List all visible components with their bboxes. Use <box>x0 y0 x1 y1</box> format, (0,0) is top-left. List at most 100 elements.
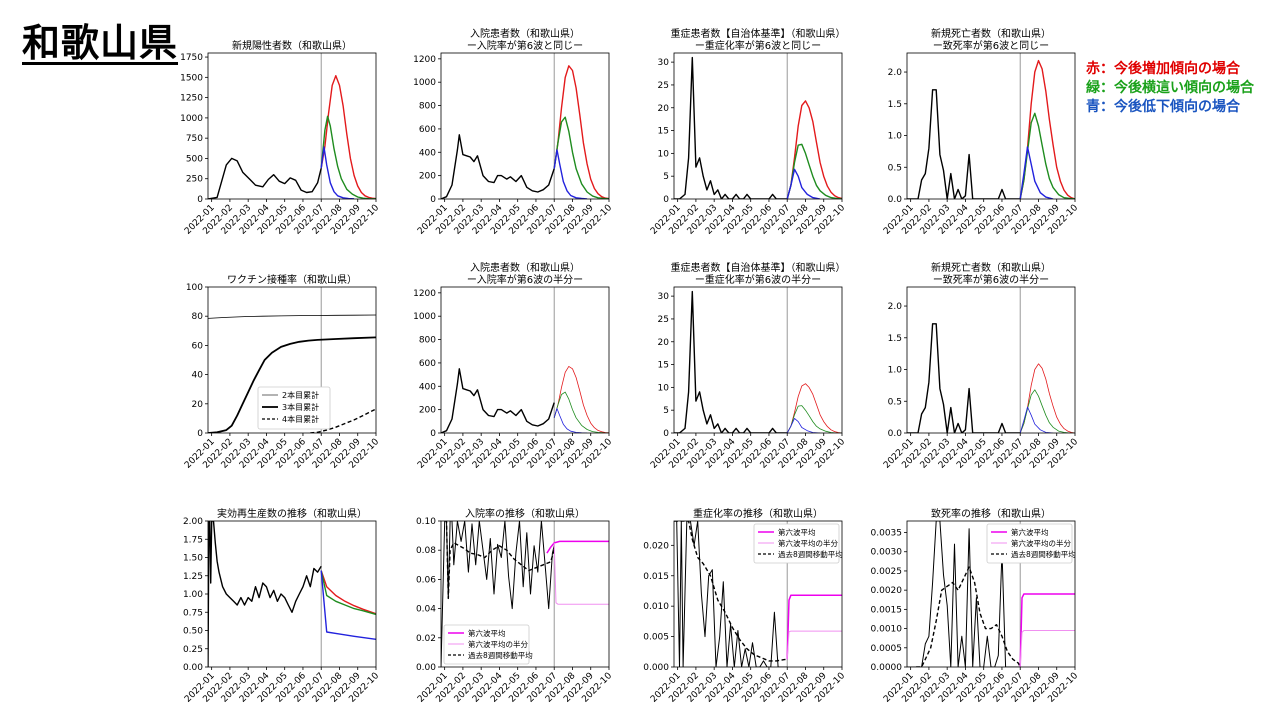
axes-frame <box>207 52 377 200</box>
legend-label: 2本目累計 <box>282 390 319 400</box>
axes-frame <box>673 520 843 668</box>
legend-box <box>443 624 530 665</box>
y-tick-label: 0.000 <box>643 663 669 673</box>
y-tick-label: 25 <box>658 315 669 325</box>
y-tick-label: 0.00 <box>183 663 203 673</box>
chart-hosp-rate: 入院率の推移（和歌山県）0.000.020.040.060.080.102022… <box>416 507 614 705</box>
y-tick-label: 60 <box>192 341 204 351</box>
legend-box <box>986 523 1073 564</box>
y-tick-label: 0.0005 <box>871 644 903 654</box>
series-line-black <box>208 521 322 667</box>
y-tick-label: 0.0 <box>888 429 903 439</box>
axes-frame <box>906 286 1076 434</box>
series-line-green <box>320 570 376 616</box>
y-tick-label: 0 <box>430 429 436 439</box>
chart-title: 重症化率の推移（和歌山県） <box>693 507 823 520</box>
series-group <box>907 521 1075 667</box>
series-line-pink <box>553 542 609 605</box>
series-line-black <box>916 566 1021 667</box>
y-tick-label: 750 <box>186 134 203 144</box>
y-tick-label: 0.08 <box>416 546 436 556</box>
chart-new-cases: 新規陽性者数（和歌山県）0250500750100012501500175020… <box>180 39 381 237</box>
y-tick-label: 20 <box>192 400 204 410</box>
y-tick-label: 0.5 <box>888 163 902 173</box>
legend-label: 第六波平均の半分 <box>1011 538 1071 548</box>
chart-title: 入院患者数（和歌山県） <box>470 261 580 274</box>
y-tick-label: 10 <box>658 383 670 393</box>
y-tick-label: 1.0 <box>888 132 903 142</box>
series-line-red <box>553 65 609 199</box>
series-group <box>907 323 1075 433</box>
y-tick-label: 800 <box>419 336 436 346</box>
series-line-blue <box>1019 406 1054 433</box>
y-tick-label: 0 <box>197 195 203 205</box>
y-tick-label: 800 <box>419 102 436 112</box>
y-tick-label: 500 <box>186 154 203 164</box>
y-tick-label: 0 <box>663 429 669 439</box>
y-tick-label: 1200 <box>413 289 436 299</box>
series-line-blue <box>320 146 355 199</box>
y-tick-label: 15 <box>658 361 669 371</box>
y-tick-label: 0.0025 <box>871 567 903 577</box>
axes-frame <box>440 520 610 668</box>
series-group <box>208 74 376 199</box>
series-group <box>674 521 842 667</box>
chart-hosp-half: 入院患者数（和歌山県）ー入院率が第6波の半分ー 0 200 400 600 800 1000… <box>413 261 614 471</box>
y-tick-label: 1000 <box>180 114 203 124</box>
legend-label: 第六波平均 <box>468 628 506 638</box>
chart-vaccine: ワクチン接種率（和歌山県）0204060801002022-012022-022… <box>183 273 381 471</box>
series-line-black <box>907 521 1021 667</box>
legend-box <box>257 386 331 430</box>
y-tick-label: 0.02 <box>416 634 436 644</box>
legend-label: 過去8週間移動平均 <box>778 549 843 559</box>
series-line-magenta <box>1019 593 1075 667</box>
series-line-green <box>320 115 376 199</box>
series-line-red <box>320 570 376 615</box>
y-tick-label: 30 <box>658 292 670 302</box>
series-line-black <box>441 368 555 433</box>
series-line-red <box>786 383 842 433</box>
series-line-black <box>674 56 788 199</box>
y-tick-label: 1.75 <box>183 535 203 545</box>
legend-label: 過去8週間移動平均 <box>468 650 533 660</box>
y-tick-label: 0.10 <box>416 517 436 527</box>
series-line-pink <box>1019 630 1075 667</box>
scenario-note-green: 緑：今後横這い傾向の場合 <box>1086 80 1254 96</box>
y-tick-label: 0.0010 <box>871 625 903 635</box>
y-tick-label: 40 <box>192 371 204 381</box>
axes-frame <box>207 520 377 668</box>
series-line-green <box>786 405 842 433</box>
series-line-black <box>907 323 1021 433</box>
chart-title: ワクチン接種率（和歌山県） <box>227 273 357 286</box>
chart-rt: 実効再生産数の推移（和歌山県） 0.00 0.25 0.50 0.75 1.00 1.25 1… <box>183 507 381 705</box>
y-tick-label: 0.0030 <box>871 548 903 558</box>
y-tick-label: 0.005 <box>643 633 669 643</box>
axes-frame <box>207 286 377 434</box>
y-tick-label: 0 <box>430 195 436 205</box>
series-line-black <box>674 521 788 667</box>
axes-frame <box>673 52 843 200</box>
y-tick-label: 5 <box>663 406 669 416</box>
axes-frame <box>440 52 610 200</box>
y-tick-label: 2.0 <box>888 68 903 78</box>
series-line-red <box>553 365 609 433</box>
chart-title: 入院率の推移（和歌山県） <box>465 507 585 520</box>
legend-label: 第六波平均 <box>778 527 816 537</box>
series-line-blue <box>320 570 376 640</box>
series-line-magenta <box>546 540 609 554</box>
y-tick-label: 100 <box>186 283 203 293</box>
scenario-note-red: 赤：今後増加傾向の場合 <box>1086 61 1240 77</box>
y-tick-label: 200 <box>419 406 436 416</box>
y-tick-label: 10 <box>658 149 670 159</box>
chart-title: ー重症化率が第6波の半分ー <box>695 273 821 286</box>
y-tick-label: 1000 <box>413 312 436 322</box>
chart-title: ー入院率が第6波と同じー <box>467 39 583 52</box>
series-line-black <box>674 521 788 662</box>
series-line-red <box>1019 363 1075 433</box>
series-line-blue <box>786 168 821 199</box>
series-line-black <box>208 336 376 433</box>
chart-hosp-same: 入院患者数（和歌山県）ー入院率が第6波と同じー 0 200 400 600 800 1000… <box>413 27 614 237</box>
